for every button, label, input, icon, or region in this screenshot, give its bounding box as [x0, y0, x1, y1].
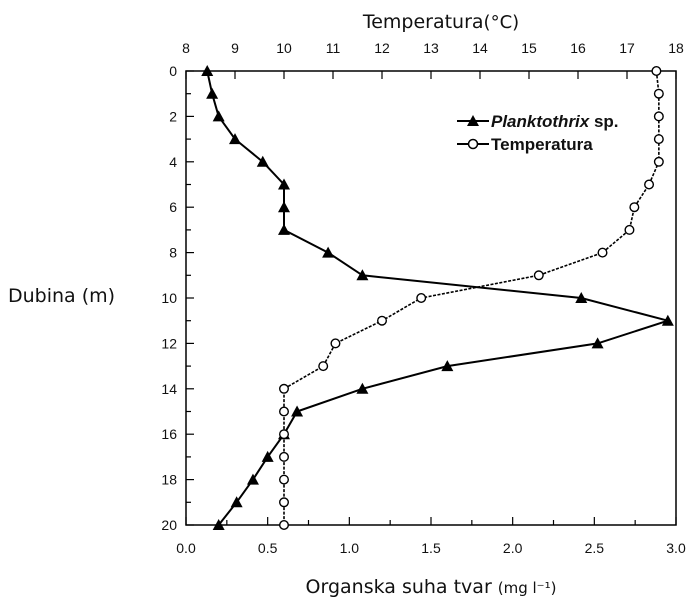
temperature-tick-label: 16 [570, 40, 586, 56]
planktothrix-point [229, 133, 241, 145]
legend-entry-planktothrix: Planktothrix sp. [491, 112, 619, 131]
temperature-tick-label: 8 [182, 40, 190, 56]
legend: Planktothrix sp. Temperatura [457, 112, 619, 154]
temperature-point [624, 224, 635, 235]
organic-tick-label: 0.5 [258, 540, 278, 556]
planktothrix-point [278, 201, 290, 213]
planktothrix-point [246, 473, 259, 485]
temperature-point [653, 88, 664, 99]
depth-tick-label: 4 [169, 154, 177, 170]
temperature-point [597, 247, 608, 258]
depth-tick-label: 20 [161, 517, 177, 533]
temperature-point [416, 293, 427, 304]
planktothrix-point [322, 246, 335, 258]
planktothrix-point [230, 496, 243, 508]
planktothrix-point [201, 65, 214, 76]
organic-tick-label: 0.0 [176, 540, 196, 556]
planktothrix-point [256, 155, 269, 167]
depth-tick-label: 6 [169, 199, 177, 215]
organic-tick-label: 3.0 [666, 540, 686, 556]
bottom-axis-title: Organska suha tvar (mg l⁻¹) [306, 576, 557, 598]
planktothrix-point [212, 110, 225, 122]
temperature-point [279, 451, 290, 462]
organic-matter-axis: 0.0 0.5 1.0 1.5 2.0 2.5 3.0 [176, 517, 686, 556]
temperature-point [651, 65, 662, 76]
planktothrix-point [278, 223, 290, 235]
depth-tick-label: 8 [169, 245, 177, 261]
planktothrix-point [261, 450, 274, 462]
temperature-point [279, 406, 290, 417]
series-layer [201, 65, 674, 531]
planktothrix-point [206, 87, 219, 99]
temperature-tick-label: 17 [619, 40, 635, 56]
planktothrix-point [212, 519, 225, 530]
temperature-point [318, 361, 329, 372]
planktothrix-point [591, 337, 604, 349]
planktothrix-point [575, 292, 588, 303]
depth-tick-label: 16 [161, 426, 177, 442]
temperature-point [533, 270, 544, 281]
planktothrix-point [661, 314, 674, 326]
legend-entry-temperatura: Temperatura [491, 135, 593, 154]
temperature-point [653, 134, 664, 145]
temperature-tick-label: 13 [423, 40, 439, 56]
depth-tick-label: 0 [169, 63, 177, 79]
organic-tick-label: 1.0 [340, 540, 360, 556]
temperature-point [330, 338, 341, 349]
depth-axis: 0 2 4 6 8 10 12 14 16 18 20 [161, 63, 194, 533]
temperature-axis: 8 9 10 11 12 13 14 15 16 17 18 [182, 40, 684, 79]
plot-frame [185, 70, 677, 526]
depth-tick-label: 2 [169, 108, 177, 124]
planktothrix-series-line [206, 70, 672, 526]
temperature-point [279, 383, 290, 394]
temperature-tick-label: 10 [276, 40, 292, 56]
depth-tick-label: 10 [161, 290, 177, 306]
depth-tick-label: 14 [161, 381, 177, 397]
depth-tick-label: 12 [161, 335, 177, 351]
temperature-point [279, 520, 290, 531]
planktothrix-point [356, 269, 369, 281]
temperature-tick-label: 15 [521, 40, 537, 56]
planktothrix-point [291, 405, 304, 417]
depth-tick-label: 18 [161, 472, 177, 488]
temperature-tick-label: 18 [668, 40, 684, 56]
temperature-point [629, 202, 640, 213]
planktothrix-point [441, 360, 454, 372]
top-axis-title: Temperatura(°C) [362, 11, 519, 33]
temperature-tick-label: 11 [326, 40, 341, 56]
planktothrix-point [356, 382, 369, 394]
temperature-point [653, 156, 664, 167]
temperature-point [279, 474, 290, 485]
legend-marker-triangle [467, 115, 479, 126]
temperature-tick-label: 12 [374, 40, 390, 56]
organic-tick-label: 2.0 [503, 540, 523, 556]
temperature-tick-label: 9 [231, 40, 239, 56]
temperature-point [279, 429, 290, 440]
temperature-point [279, 497, 290, 508]
temperature-tick-label: 14 [472, 40, 488, 56]
temperature-point [653, 111, 664, 122]
organic-tick-label: 1.5 [421, 540, 441, 556]
temperature-point [644, 179, 655, 190]
organic-tick-label: 2.5 [585, 540, 605, 556]
legend-marker-circle [467, 138, 479, 150]
planktothrix-point [278, 178, 290, 190]
temperature-point [377, 315, 388, 326]
y-axis-label: Dubina (m) [8, 285, 115, 307]
